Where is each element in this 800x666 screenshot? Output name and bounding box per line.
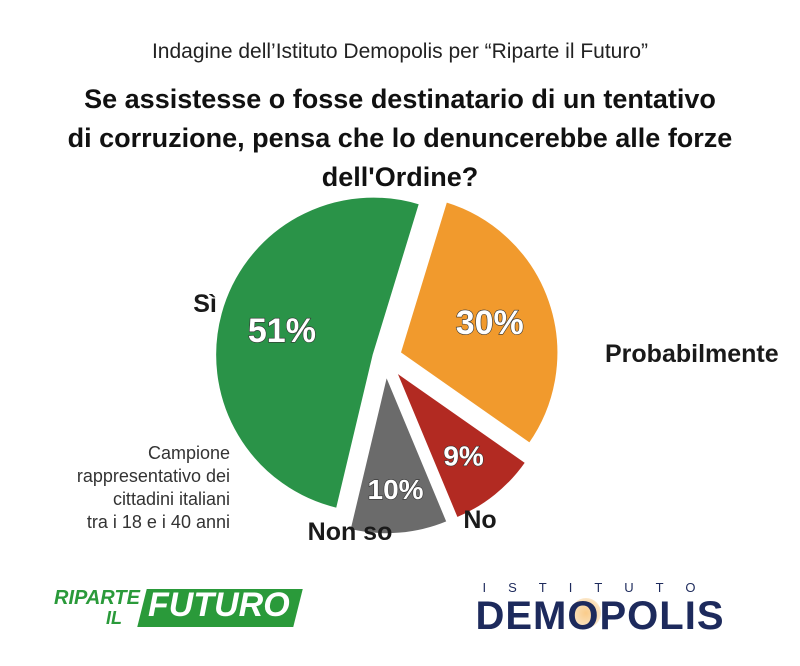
sample-note: Campione rappresentativo dei cittadini i… — [20, 442, 230, 534]
chart-title-line-1: Se assistesse o fosse destinatario di un… — [84, 84, 716, 114]
pie-slice-s- — [214, 196, 421, 510]
chart-title-line-2: di corruzione, pensa che lo denuncerebbe… — [67, 123, 733, 192]
pie-category-label: Probabilmente — [605, 340, 779, 368]
chart-subtitle: Indagine dell’Istituto Demopolis per “Ri… — [151, 40, 649, 63]
riparte-il-futuro-logo: RIPARTE IL FUTURO — [52, 585, 303, 631]
pie-value-label: 51% — [248, 312, 316, 350]
demopolis-logo: ISTITUTO DEMOPOLIS — [445, 580, 755, 640]
riparte-logo-futuro: FUTURO — [148, 586, 290, 624]
pie-value-label: 9% — [443, 441, 484, 472]
chart-title: Se assistesse o fosse destinatario di un… — [0, 80, 800, 197]
sample-note-line-2: rappresentativo dei — [76, 466, 230, 486]
pie-slice-probabilmente — [399, 200, 559, 445]
demopolis-logo-orange-mark — [571, 598, 601, 628]
pie-slice-no — [394, 369, 527, 519]
pie-value-label: 30% — [456, 304, 524, 342]
riparte-logo-il: IL — [106, 608, 122, 628]
sample-note-line-3: cittadini italiani — [112, 489, 230, 509]
riparte-logo-word: RIPARTE — [54, 587, 140, 609]
sample-note-line-4: tra i 18 e i 40 anni — [86, 512, 230, 532]
pie-category-label: No — [463, 506, 496, 534]
demopolis-logo-name: DEMOPOLIS — [475, 594, 725, 638]
pie-slice-non-so — [348, 373, 449, 535]
demopolis-logo-istituto: ISTITUTO — [482, 580, 718, 595]
pie-value-label: 10% — [368, 474, 424, 505]
pie-category-label: Non so — [308, 518, 393, 546]
pie-category-label: Sì — [193, 290, 217, 318]
sample-note-line-1: Campione — [147, 443, 230, 463]
